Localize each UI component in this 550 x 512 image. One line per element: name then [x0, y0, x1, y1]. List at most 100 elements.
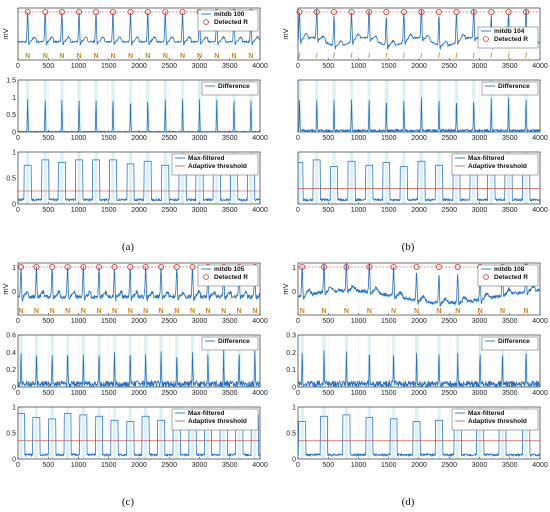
panel-b-maxfilt-window [489, 152, 493, 204]
panel-b-maxfilt-window [332, 152, 336, 204]
panel-c-ecg-detected-r [64, 263, 71, 270]
panel-d-ecg-xtick: 2000 [411, 318, 427, 325]
caption-d: (d) [402, 496, 415, 508]
panel-d-maxfilt-window [437, 407, 441, 459]
panel-b-ecg-detected-r [453, 8, 460, 15]
panel-c-maxfilt-xtick: 4000 [252, 462, 268, 469]
panel-c-maxfilt-xtick: 3000 [192, 462, 208, 469]
panel-d-difference-xtick: 3500 [502, 390, 518, 397]
panel-c-ecg-beat-label: N [143, 308, 148, 315]
panel-d-ecg-beat-label: N [500, 308, 505, 315]
panel-a-ecg-xtick: 0 [16, 63, 20, 70]
panel-c-maxfilt-xtick: 1500 [101, 462, 117, 469]
panel-c-difference-xtick: 1000 [71, 390, 87, 397]
panel-b-ecg-xtick: 2000 [411, 63, 427, 70]
panel-c-maxfilt-xtick: 2000 [131, 462, 147, 469]
panel-d-difference-xtick: 1500 [381, 390, 397, 397]
panel-a-ecg-detected-r [76, 8, 83, 15]
panel-b-maxfilt-window [419, 152, 424, 204]
panel-b-ecg-xtick: 500 [322, 63, 334, 70]
panel-a-maxfilt-window [60, 152, 64, 204]
panel-c-maxfilt-legend-entry: Adaptive threshold [188, 418, 247, 425]
panel-a-ecg-xtick: 1000 [71, 63, 87, 70]
panel-a-maxfilt-xtick: 1500 [101, 207, 117, 214]
caption-c: (c) [122, 496, 135, 508]
panel-c-difference-xtick: 2500 [161, 390, 177, 397]
panel-d-ecg-beat-label: N [414, 308, 419, 315]
panel-c-maxfilt-window [253, 407, 257, 459]
panel-b-difference-series-line [297, 97, 541, 134]
panel-d-maxfilt-legend-entry: Adaptive threshold [468, 418, 527, 425]
panel-a-difference-ytick: 0.5 [6, 112, 16, 119]
panel-a-maxfilt-window [77, 152, 81, 204]
panel-c-ecg-xtick: 2000 [131, 318, 147, 325]
panel-c-maxfilt-xtick: 1000 [71, 462, 87, 469]
panel-b-ecg-beat-label: / [508, 53, 510, 60]
panel-b-ecg-beat-label: / [420, 53, 422, 60]
panel-a-maxfilt-window [249, 152, 253, 204]
panel-d-difference-xtick: 1000 [351, 390, 367, 397]
panel-d-ecg-xtick: 4000 [532, 318, 548, 325]
panel-b-maxfilt-series-line [298, 158, 541, 203]
panel-a-maxfilt-legend-entry: Adaptive threshold [188, 163, 247, 170]
panel-a-maxfilt-ytick: 0.5 [6, 176, 16, 183]
panel-d-maxfilt-window [478, 407, 482, 459]
panel-b-ecg-xtick: 3500 [502, 63, 518, 70]
panel-d-ecg-beat-label: N [436, 308, 441, 315]
panel-a-difference-xtick: 0 [16, 135, 20, 142]
panel-d-ecg-legend-entry: mitdb 108 [494, 266, 525, 273]
panel-b-maxfilt-xtick: 0 [296, 207, 300, 214]
panel-d-ecg-detected-r [299, 263, 306, 270]
panel-d-maxfilt-window [300, 407, 304, 459]
panel-a-ecg-beat-label: N [110, 53, 115, 60]
panel-a-ecg-legend-marker [203, 19, 209, 25]
panel-d-maxfilt-ytick: 1 [292, 405, 296, 412]
panel-c-difference-legend [201, 336, 259, 351]
panel-a-maxfilt-window [111, 152, 115, 204]
panel-b-ecg-detected-r [366, 8, 373, 15]
panel-c-ecg-series-line [17, 266, 261, 303]
panel-a-maxfilt-window [146, 152, 150, 204]
panel-c-ecg-xtick: 3000 [192, 318, 208, 325]
panel-c-maxfilt-window [128, 407, 132, 459]
panel-b-ecg-xtick: 1000 [351, 63, 367, 70]
panel-b-difference-xtick: 3000 [472, 135, 488, 142]
panel-b-ecg-legend-entry: mitdb 104 [494, 28, 525, 35]
panel-a-ecg-beat-label: N [94, 53, 99, 60]
panel-c-maxfilt-window [112, 407, 117, 459]
panel-a-difference-ytick: 1.5 [6, 78, 16, 85]
panel-c-ecg-ytick: 0 [12, 289, 16, 296]
panel-c-ecg-detected-r [111, 263, 118, 270]
panel-b-ecg-beat-label: / [490, 53, 492, 60]
panel-a-difference-xtick: 2000 [131, 135, 147, 142]
panel-c-ecg-beat-label: N [112, 308, 117, 315]
panel-d-ecg-detected-r [343, 263, 350, 270]
panel-b-ecg-legend-entry: Detected R [494, 36, 528, 43]
panel-c-ecg-legend-entry: mitdb 105 [214, 266, 245, 273]
panel-c-ecg-ylabel: mV [1, 283, 10, 294]
panel-c-maxfilt-window [206, 407, 210, 459]
panel-a-ecg-ylabel: mV [1, 28, 10, 39]
panel-c-ecg-xtick: 3500 [222, 318, 238, 325]
panel-c-maxfilt-window [190, 407, 195, 459]
panel-d-ecg-beat-label: N [391, 308, 396, 315]
panel-d-difference-xtick: 2000 [411, 390, 427, 397]
panel-a-ecg-xtick: 4000 [252, 63, 268, 70]
panel-b-difference-legend [481, 81, 539, 96]
panel-c-ecg-detected-r [127, 263, 134, 270]
panel-a-maxfilt-window [94, 152, 98, 204]
panel-b-ecg-beat-label: / [333, 53, 335, 60]
panel-a-ecg-xtick: 2000 [131, 63, 147, 70]
panel-c-maxfilt-window [143, 407, 148, 459]
panel-a-ecg-beat-label: N [128, 53, 133, 60]
panel-b-difference-xtick: 3500 [502, 135, 518, 142]
panel-b-ecg-xtick: 2500 [441, 63, 457, 70]
panel-d-maxfilt-window [524, 407, 528, 459]
panel-d-ecg-beat-label: N [321, 308, 326, 315]
panel-a-ecg-detected-r [42, 8, 49, 15]
panel-c-ecg-beat-label: N [97, 308, 102, 315]
panel-a-difference-xtick: 1500 [101, 135, 117, 142]
panel-c-maxfilt-xtick: 500 [42, 462, 54, 469]
panel-a-maxfilt-ytick: 1 [12, 150, 16, 157]
panel-a-ecg-xtick: 3500 [222, 63, 238, 70]
